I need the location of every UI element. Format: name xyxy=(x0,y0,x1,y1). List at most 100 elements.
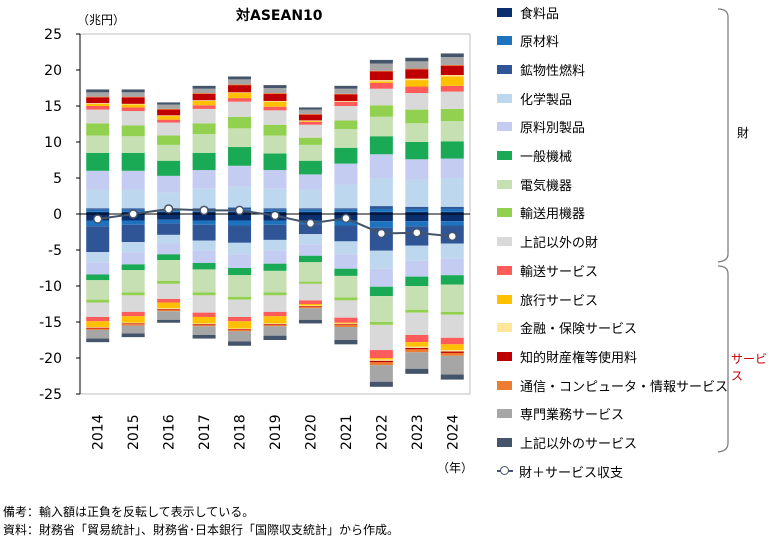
bar-segment xyxy=(121,104,145,108)
bar-segment xyxy=(157,260,181,281)
bar-segment xyxy=(86,97,110,104)
bar-segment xyxy=(121,92,145,97)
bar-segment xyxy=(298,144,322,161)
bar-segment xyxy=(369,359,393,361)
bar-segment xyxy=(369,358,393,360)
bar-segment xyxy=(263,316,287,324)
bar-segment xyxy=(86,338,110,343)
bar-segment xyxy=(263,124,287,136)
bar-segment xyxy=(298,107,322,110)
bar-segment xyxy=(86,92,110,97)
bar-segment xyxy=(298,211,322,214)
balance-point xyxy=(163,204,174,214)
bar-segment xyxy=(121,103,145,105)
bar-segment xyxy=(405,286,429,310)
bar-segment xyxy=(369,350,393,358)
bar-segment xyxy=(405,142,429,160)
bar-segment xyxy=(121,264,145,271)
legend-swatch xyxy=(497,7,512,17)
bar-segment xyxy=(263,135,287,154)
chart-title: 対ASEAN10 xyxy=(236,8,323,24)
bar-segment xyxy=(369,63,393,71)
bar-segment xyxy=(298,224,322,235)
legend-item: 上記以外の財 xyxy=(497,232,598,252)
bar-segment xyxy=(298,120,322,122)
bar-segment xyxy=(440,258,464,276)
bar-segment xyxy=(369,208,393,212)
bar-segment xyxy=(228,93,252,99)
y-tick-label: 10 xyxy=(44,135,62,151)
bar-segment xyxy=(157,102,181,105)
legend-item: 電気機器 xyxy=(497,174,572,194)
bar-segment xyxy=(298,124,322,138)
bar-segment xyxy=(121,292,145,296)
legend-label: 旅行サービス xyxy=(520,293,599,309)
bar-segment xyxy=(369,365,393,382)
bar-segment xyxy=(440,141,464,159)
bar-segment xyxy=(157,319,181,323)
bar-segment xyxy=(228,220,252,226)
bar-segment xyxy=(192,108,216,124)
services-brace xyxy=(717,265,729,453)
bar-segment xyxy=(157,119,181,123)
legend-label: 電気機器 xyxy=(520,178,573,194)
bar-segment xyxy=(369,211,393,214)
legend-item: 輸送用機器 xyxy=(497,203,585,223)
bar-segment xyxy=(86,329,110,339)
y-tick-label: 20 xyxy=(44,63,62,79)
bar-segment xyxy=(263,311,287,317)
balance-point xyxy=(447,231,458,242)
bar-segment xyxy=(369,70,393,72)
x-tick-label: 2016 xyxy=(162,414,178,450)
bar-segment xyxy=(440,208,464,212)
bar-segment xyxy=(369,360,393,363)
legend-swatch xyxy=(497,151,512,160)
bar-segment xyxy=(369,286,393,297)
bar-segment xyxy=(228,147,252,166)
bar-segment xyxy=(192,220,216,225)
bar-segment xyxy=(298,283,322,301)
bar-segment xyxy=(157,192,181,210)
legend-swatch xyxy=(497,93,512,103)
bar-segment xyxy=(121,325,145,334)
bar-segment xyxy=(157,160,181,176)
legend-label: 輸送用機器 xyxy=(520,207,586,223)
bar-segment xyxy=(263,110,287,125)
y-tick-label: -20 xyxy=(39,351,62,367)
bar-segment xyxy=(263,326,287,336)
bar-segment xyxy=(157,144,181,161)
bar-segment xyxy=(440,64,464,66)
bar-segment xyxy=(334,94,358,101)
bar-segment xyxy=(440,344,464,351)
bar-segment xyxy=(405,334,429,343)
bar-segment xyxy=(192,324,216,327)
bar-segment xyxy=(405,123,429,142)
bar-segment xyxy=(157,223,181,235)
bar-segment xyxy=(228,296,252,300)
bar-segment xyxy=(440,275,464,285)
bar-segment xyxy=(405,221,429,227)
bar-segment xyxy=(405,368,429,374)
bar-segment xyxy=(263,100,287,102)
bar-segment xyxy=(440,158,464,178)
x-tick-label: 2023 xyxy=(410,414,426,450)
bar-segment xyxy=(121,97,145,104)
legend-item: 金融・保険サービス xyxy=(497,318,637,338)
bar-segment xyxy=(440,351,464,353)
bar-segment xyxy=(192,100,216,101)
bar-segment xyxy=(228,225,252,243)
bar-segment xyxy=(86,189,110,209)
bar-segment xyxy=(228,341,252,346)
bar-segment xyxy=(86,103,110,106)
bar-segment xyxy=(298,208,322,210)
bar-segment xyxy=(121,189,145,209)
legend-item: 一般機械 xyxy=(497,146,572,166)
bar-segment xyxy=(86,109,110,124)
bar-segment xyxy=(121,324,145,326)
balance-point xyxy=(341,213,351,224)
bar-segment xyxy=(405,349,429,353)
goods-group-label: 財 xyxy=(737,126,750,140)
bar-segment xyxy=(192,85,216,89)
bar-segment xyxy=(157,280,181,284)
bar-segment xyxy=(86,328,110,330)
